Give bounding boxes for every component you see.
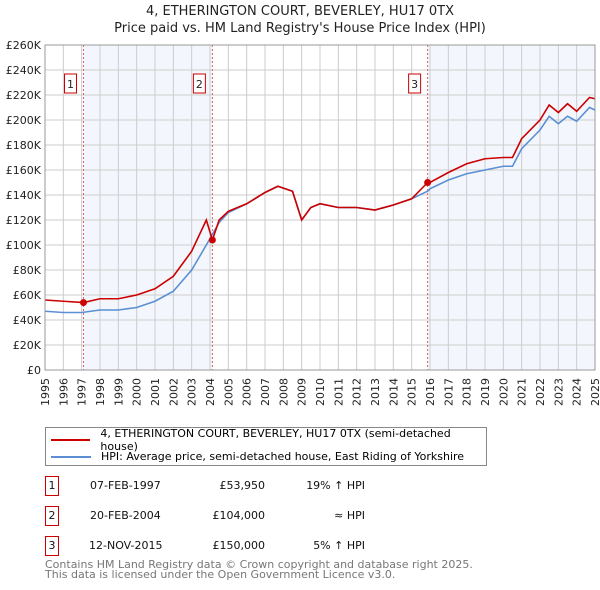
x-tick-label: 2011 (332, 378, 345, 406)
sale-row-3: 3 12-NOV-2015 £150,000 5% ↑ HPI (45, 536, 445, 556)
chart-subtitle: Price paid vs. HM Land Registry's House … (114, 21, 486, 36)
y-tick-label: £80K (13, 264, 42, 277)
x-tick-label: 2018 (461, 378, 474, 406)
x-tick-label: 1997 (76, 378, 89, 406)
shaded-period (427, 45, 595, 370)
x-tick-label: 2012 (351, 378, 364, 406)
x-tick-label: 2024 (571, 378, 584, 406)
x-tick-label: 1999 (112, 378, 125, 406)
x-tick-label: 1998 (94, 378, 107, 406)
x-tick-label: 2014 (387, 378, 400, 406)
sale-hpi: ≈ HPI (334, 509, 365, 522)
legend-swatch-hpi (51, 455, 91, 458)
x-tick-label: 2006 (241, 378, 254, 406)
x-tick-label: 2022 (534, 378, 547, 406)
x-tick-label: 2008 (277, 378, 290, 406)
x-tick-label: 2002 (167, 378, 180, 406)
sale-flag-label: 3 (411, 78, 418, 91)
x-tick-label: 2021 (516, 378, 529, 406)
x-tick-label: 2013 (369, 378, 382, 406)
x-tick-label: 2023 (552, 378, 565, 406)
legend-label-hpi: HPI: Average price, semi-detached house,… (101, 450, 465, 463)
y-tick-label: £260K (6, 39, 42, 52)
sale-row-1: 1 07-FEB-1997 £53,950 19% ↑ HPI (45, 476, 445, 496)
sale-hpi: 5% ↑ HPI (313, 539, 365, 552)
plot-border (44, 44, 596, 371)
sale-flag-box (408, 73, 422, 94)
y-tick-label: £200K (6, 114, 42, 127)
x-tick-label: 2019 (479, 378, 492, 406)
sale-date: 20-FEB-2004 (90, 509, 161, 522)
sale-date: 12-NOV-2015 (89, 539, 163, 552)
x-tick-label: 2025 (589, 378, 600, 406)
x-tick-label: 2003 (186, 378, 199, 406)
y-tick-label: £140K (6, 189, 42, 202)
sale-marker-label: 1 (45, 476, 59, 496)
y-tick-label: £60K (13, 289, 42, 302)
sale-point (80, 299, 87, 307)
sale-row-2: 2 20-FEB-2004 £104,000 ≈ HPI (45, 506, 445, 526)
sale-flag-label: 2 (196, 78, 203, 91)
property-price-line (44, 96, 596, 304)
sale-point (208, 236, 216, 244)
y-tick-label: £160K (6, 164, 42, 177)
sale-marker-label: 2 (45, 506, 59, 526)
y-tick-label: £20K (13, 339, 42, 352)
sale-price: £104,000 (212, 509, 266, 522)
sale-price: £53,950 (219, 479, 266, 492)
shaded-period (83, 45, 213, 370)
chart-title: 4, ETHERINGTON COURT, BEVERLEY, HU17 0TX (145, 4, 455, 19)
y-tick-label: £220K (6, 89, 42, 102)
footer-line-1: Contains HM Land Registry data © Crown c… (45, 558, 473, 571)
x-tick-label: 2007 (259, 378, 272, 406)
y-tick-label: £180K (6, 139, 42, 152)
x-tick-label: 2020 (497, 378, 510, 406)
y-tick-label: £0 (27, 364, 41, 377)
sale-marker-label: 3 (45, 536, 59, 556)
x-tick-label: 2004 (204, 378, 217, 406)
x-tick-label: 2001 (149, 378, 162, 406)
sale-flag-box (192, 73, 206, 94)
footer-line-2: This data is licensed under the Open Gov… (45, 568, 396, 581)
x-tick-label: 2015 (406, 378, 419, 406)
y-tick-label: £240K (6, 64, 42, 77)
sale-point (424, 179, 432, 186)
x-tick-label: 1996 (57, 378, 70, 406)
y-tick-label: £40K (13, 314, 42, 327)
y-tick-label: £100K (6, 239, 42, 252)
sale-flag-box (64, 73, 77, 94)
price-chart: 1995 1996 1997 1998 1999 2000 2001 2002 2003 2004… (6, 39, 600, 406)
sale-hpi: 19% ↑ HPI (306, 479, 365, 492)
x-tick-label: 2010 (314, 378, 327, 406)
x-tick-label: 2000 (131, 378, 144, 406)
legend-swatch-property (51, 438, 91, 441)
sale-price: £150,000 (212, 539, 266, 552)
x-tick-label: 2016 (424, 378, 437, 406)
x-tick-label: 2017 (442, 378, 455, 406)
sale-date: 07-FEB-1997 (90, 479, 161, 492)
x-tick-label: 2009 (296, 378, 309, 406)
x-tick-label: 2005 (222, 378, 235, 406)
legend-label-property: 4, ETHERINGTON COURT, BEVERLEY, HU17 0TX… (100, 426, 451, 453)
sale-flag-label: 1 (67, 78, 74, 91)
x-tick-label: 1995 (39, 378, 52, 406)
legend: 4, ETHERINGTON COURT, BEVERLEY, HU17 0TX… (45, 427, 487, 466)
footer: Contains HM Land Registry data © Crown c… (45, 558, 473, 581)
y-tick-label: £120K (6, 214, 42, 227)
